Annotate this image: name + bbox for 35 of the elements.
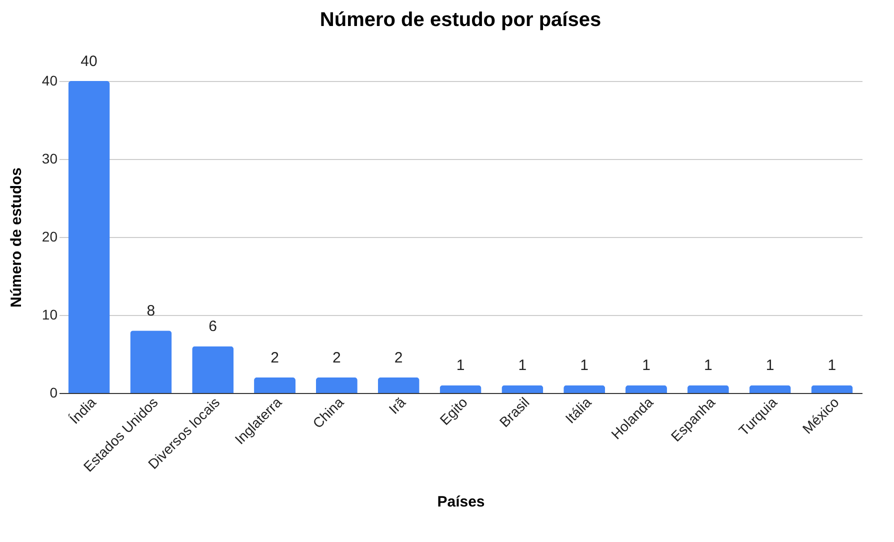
bar — [502, 385, 544, 393]
bar — [316, 377, 358, 393]
x-axis-title: Países — [437, 494, 485, 511]
chart-title: Número de estudo por países — [320, 9, 602, 31]
data-label: 2 — [270, 349, 279, 366]
bar — [68, 81, 110, 393]
y-tick-label: 10 — [42, 306, 58, 322]
data-label: 1 — [518, 357, 527, 374]
data-label: 40 — [80, 53, 98, 70]
data-label: 6 — [208, 318, 218, 336]
bar — [192, 346, 234, 393]
bar — [564, 385, 606, 393]
data-label: 1 — [828, 357, 836, 374]
bar — [687, 385, 729, 393]
data-label: 2 — [332, 349, 341, 366]
data-label: 1 — [642, 357, 650, 374]
data-label: 8 — [146, 302, 156, 320]
y-tick-label: 40 — [42, 72, 58, 88]
bar — [130, 330, 172, 393]
data-label: 1 — [766, 357, 774, 374]
data-label: 1 — [704, 357, 712, 374]
data-label: 2 — [394, 349, 403, 366]
bar — [625, 385, 667, 393]
bar — [749, 385, 791, 393]
data-label: 1 — [580, 357, 588, 374]
y-tick-label: 0 — [50, 384, 58, 400]
y-tick-label: 20 — [42, 228, 58, 244]
bar — [378, 377, 420, 393]
data-label: 1 — [456, 357, 465, 374]
y-axis-title: Número de estudos — [8, 167, 25, 308]
bar — [440, 385, 482, 393]
x-tick-label: Irã — [386, 394, 409, 417]
y-tick-label: 30 — [42, 150, 58, 166]
bar — [254, 377, 296, 393]
bar — [811, 385, 853, 393]
